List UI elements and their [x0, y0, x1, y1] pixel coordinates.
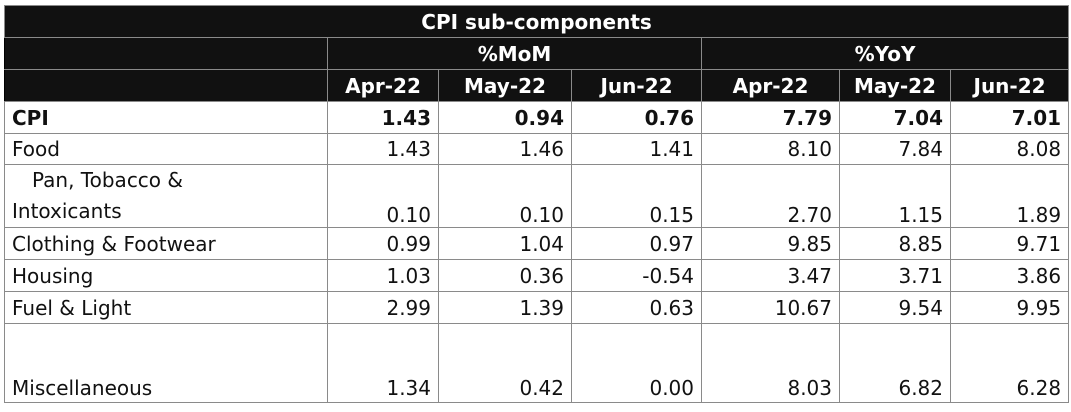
period-header-blank — [4, 69, 328, 102]
cell-value: 1.41 — [571, 133, 702, 165]
table-row: Pan, Tobacco & Intoxicants 0.10 0.10 0.15… — [4, 164, 1070, 228]
cell-value: 7.79 — [701, 101, 840, 134]
cell-value: 9.95 — [949, 291, 1070, 324]
cell-value: 0.10 — [438, 164, 572, 228]
cell-value: 1.43 — [327, 101, 439, 134]
cell-value: 1.39 — [438, 291, 572, 324]
cell-value: 8.03 — [701, 323, 840, 403]
cell-value: 7.04 — [839, 101, 951, 134]
cell-value: 0.63 — [571, 291, 702, 324]
period-header: May-22 — [438, 69, 572, 102]
cell-value: 8.10 — [701, 133, 840, 165]
cell-value: 1.46 — [438, 133, 572, 165]
cell-value: 8.85 — [839, 227, 951, 260]
cell-value: 2.99 — [327, 291, 439, 324]
cell-value: 7.01 — [949, 101, 1070, 134]
cell-value: 0.99 — [327, 227, 439, 260]
cell-value: 7.84 — [839, 133, 951, 165]
cell-value: 1.03 — [327, 259, 439, 292]
cell-value: 1.15 — [839, 164, 951, 228]
table-row: Miscellaneous 1.34 0.42 0.00 8.03 6.82 6… — [4, 323, 1070, 403]
cell-value: 0.42 — [438, 323, 572, 403]
cell-value: 1.04 — [438, 227, 572, 260]
period-header: Apr-22 — [701, 69, 840, 102]
cell-value: 9.54 — [839, 291, 951, 324]
cell-value: -0.54 — [571, 259, 702, 292]
row-label-line2: Intoxicants — [12, 199, 122, 223]
row-label-line1: Pan, Tobacco & — [32, 168, 183, 192]
row-label: Housing — [4, 259, 328, 292]
cell-value: 0.97 — [571, 227, 702, 260]
cell-value: 10.67 — [701, 291, 840, 324]
table-row: CPI 1.43 0.94 0.76 7.79 7.04 7.01 — [4, 101, 1070, 134]
cell-value: 1.89 — [949, 164, 1070, 228]
period-header: Jun-22 — [571, 69, 702, 102]
row-label: Clothing & Footwear — [4, 227, 328, 260]
period-header: Apr-22 — [327, 69, 439, 102]
period-header-row: Apr-22 May-22 Jun-22 Apr-22 May-22 Jun-2… — [4, 69, 1070, 102]
table-row: Food 1.43 1.46 1.41 8.10 7.84 8.08 — [4, 133, 1070, 165]
period-header: Jun-22 — [949, 69, 1070, 102]
cpi-subcomponents-table: CPI sub-components %MoM %YoY Apr-22 May-… — [3, 5, 1070, 403]
table-title-row: CPI sub-components — [3, 5, 1070, 38]
cell-value: 1.43 — [327, 133, 439, 165]
table-row: Fuel & Light 2.99 1.39 0.63 10.67 9.54 9… — [4, 291, 1070, 324]
cell-value: 1.34 — [327, 323, 439, 403]
row-label: CPI — [4, 101, 328, 134]
cell-value: 3.86 — [949, 259, 1070, 292]
row-label: Miscellaneous — [4, 323, 328, 403]
table-row: Clothing & Footwear 0.99 1.04 0.97 9.85 … — [4, 227, 1070, 260]
group-header-blank — [4, 37, 328, 70]
cell-value: 9.71 — [949, 227, 1070, 260]
cell-value: 0.36 — [438, 259, 572, 292]
row-label: Fuel & Light — [4, 291, 328, 324]
table-row: Housing 1.03 0.36 -0.54 3.47 3.71 3.86 — [4, 259, 1070, 292]
period-header: May-22 — [839, 69, 951, 102]
cell-value: 0.76 — [571, 101, 702, 134]
cell-value: 0.00 — [571, 323, 702, 403]
row-label: Food — [4, 133, 328, 165]
cell-value: 3.71 — [839, 259, 951, 292]
cell-value: 6.28 — [949, 323, 1070, 403]
cell-value: 6.82 — [839, 323, 951, 403]
group-header-row: %MoM %YoY — [4, 37, 1070, 70]
row-label: Pan, Tobacco & Intoxicants — [4, 164, 328, 228]
group-header-mom: %MoM — [327, 37, 702, 70]
cell-value: 2.70 — [701, 164, 840, 228]
group-header-yoy: %YoY — [700, 37, 1070, 70]
table-title: CPI sub-components — [3, 5, 1070, 38]
cell-value: 0.94 — [438, 101, 572, 134]
cell-value: 0.10 — [327, 164, 439, 228]
cell-value: 0.15 — [571, 164, 702, 228]
cell-value: 9.85 — [701, 227, 840, 260]
cell-value: 3.47 — [701, 259, 840, 292]
cell-value: 8.08 — [949, 133, 1070, 165]
